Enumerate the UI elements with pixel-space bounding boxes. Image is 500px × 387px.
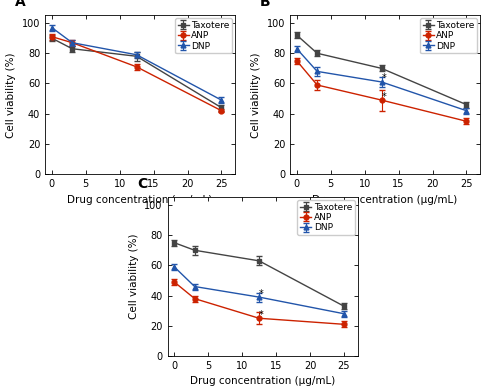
Text: C: C	[137, 177, 147, 191]
X-axis label: Drug concentration (μg/mL): Drug concentration (μg/mL)	[68, 195, 212, 205]
Text: *: *	[259, 289, 264, 299]
Text: *: *	[382, 92, 386, 102]
Text: *: *	[382, 74, 386, 84]
X-axis label: Drug concentration (μg/mL): Drug concentration (μg/mL)	[190, 377, 335, 387]
Y-axis label: Cell viability (%): Cell viability (%)	[251, 52, 261, 137]
Text: *: *	[259, 310, 264, 320]
Text: B: B	[260, 0, 270, 9]
Text: A: A	[14, 0, 26, 9]
Legend: Taxotere, ANP, DNP: Taxotere, ANP, DNP	[298, 200, 355, 235]
Legend: Taxotere, ANP, DNP: Taxotere, ANP, DNP	[175, 18, 233, 53]
Legend: Taxotere, ANP, DNP: Taxotere, ANP, DNP	[420, 18, 478, 53]
Y-axis label: Cell viability (%): Cell viability (%)	[128, 234, 138, 319]
X-axis label: Drug concentration (μg/mL): Drug concentration (μg/mL)	[312, 195, 458, 205]
Y-axis label: Cell viability (%): Cell viability (%)	[6, 52, 16, 137]
